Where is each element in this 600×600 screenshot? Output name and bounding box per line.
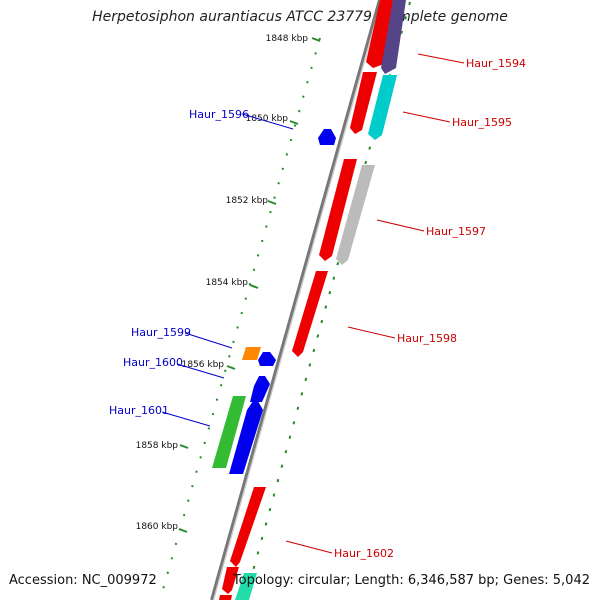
- gene-label-haur-1599[interactable]: Haur_1599: [131, 326, 191, 339]
- cog-haur-1597[interactable]: [336, 165, 375, 265]
- gene-haur-1595-cds[interactable]: [350, 72, 377, 134]
- leader-haur-1602: [285, 540, 333, 554]
- leader-haur-1597: [376, 219, 425, 232]
- leader-haur-1595: [402, 111, 451, 123]
- cog-partial[interactable]: [235, 573, 257, 600]
- kbp-tick-group: 1848 kbp 1850 kbp 1852 kbp 1854 kbp 1856…: [136, 34, 321, 533]
- genome-backbone: [210, 0, 382, 600]
- kbp-tick-label: 1848 kbp: [266, 34, 309, 44]
- gene-haur-1596-cds[interactable]: [318, 129, 336, 145]
- cog-haur-1595[interactable]: [368, 75, 397, 140]
- leader-haur-1599: [184, 332, 233, 349]
- gene-haur-1601-cds-small[interactable]: [250, 376, 270, 402]
- cog-haur-1599[interactable]: [242, 347, 261, 360]
- accession-text: Accession: NC_009972: [9, 573, 157, 588]
- cog-forward-track: [235, 0, 406, 600]
- gene-haur-1598-cds[interactable]: [292, 271, 328, 357]
- kbp-tick-label: 1860 kbp: [136, 522, 179, 532]
- gene-labels: Haur_1594 Haur_1595 Haur_1596 Haur_1597 …: [109, 57, 526, 560]
- gene-label-haur-1598[interactable]: Haur_1598: [397, 332, 457, 345]
- topology-text: Topology: circular; Length: 6,346,587 bp…: [232, 573, 590, 588]
- gene-label-haur-1594[interactable]: Haur_1594: [466, 57, 526, 70]
- kbp-tick-mark: [289, 120, 299, 125]
- gene-cds-partial-2[interactable]: [219, 595, 232, 600]
- kbp-tick-mark: [267, 200, 277, 205]
- reverse-cds-track: [229, 129, 336, 474]
- gene-label-haur-1596[interactable]: Haur_1596: [189, 108, 249, 121]
- cog-haur-1601[interactable]: [212, 396, 246, 468]
- gene-haur-1602-cds[interactable]: [230, 487, 266, 567]
- kbp-tick-mark: [311, 37, 321, 42]
- kbp-tick-label: 1852 kbp: [226, 196, 269, 206]
- gene-haur-1600-cds[interactable]: [258, 352, 276, 366]
- kbp-tick-label: 1850 kbp: [246, 114, 289, 124]
- cog-haur-1594[interactable]: [381, 0, 406, 74]
- gene-haur-1597-cds[interactable]: [319, 159, 357, 261]
- leader-haur-1598: [347, 326, 396, 339]
- gene-label-haur-1597[interactable]: Haur_1597: [426, 225, 486, 238]
- gene-label-haur-1601[interactable]: Haur_1601: [109, 404, 169, 417]
- cog-reverse-track: [212, 347, 261, 468]
- kbp-tick-label: 1856 kbp: [182, 360, 225, 370]
- kbp-tick-label: 1858 kbp: [136, 441, 179, 451]
- kbp-tick-mark: [226, 365, 236, 370]
- label-leaders: [161, 53, 465, 554]
- leader-haur-1600: [176, 363, 225, 379]
- gene-label-haur-1600[interactable]: Haur_1600: [123, 356, 183, 369]
- gene-label-haur-1602[interactable]: Haur_1602: [334, 547, 394, 560]
- kbp-tick-mark: [178, 528, 188, 533]
- genome-backbone-highlight: [212, 0, 383, 600]
- gene-haur-1601-cds[interactable]: [229, 401, 263, 474]
- kbp-tick-label: 1854 kbp: [206, 278, 249, 288]
- leader-haur-1596: [241, 113, 294, 130]
- leader-haur-1594: [417, 53, 465, 64]
- gene-haur-1594-cds[interactable]: [366, 0, 393, 68]
- gene-label-haur-1595[interactable]: Haur_1595: [452, 116, 512, 129]
- kbp-tick-mark: [249, 284, 259, 289]
- forward-cds-track: [219, 0, 393, 600]
- leader-haur-1601: [161, 411, 211, 427]
- gene-cds-partial-1[interactable]: [222, 567, 239, 594]
- kbp-tick-mark: [179, 444, 189, 449]
